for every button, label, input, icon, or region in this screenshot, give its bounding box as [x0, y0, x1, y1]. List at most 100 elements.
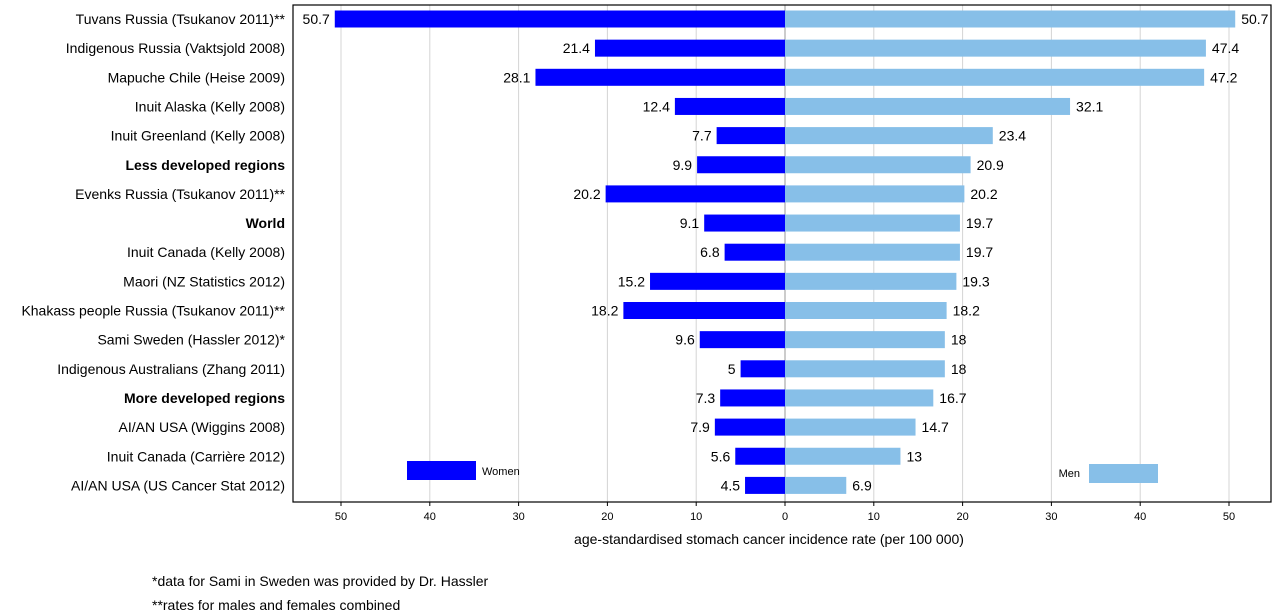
category-label: AI/AN USA (Wiggins 2008)	[118, 419, 285, 435]
category-label: Tuvans Russia (Tsukanov 2011)**	[76, 11, 286, 27]
women-value-label: 6.8	[700, 244, 720, 260]
women-value-label: 20.2	[573, 186, 600, 202]
x-tick-label: 10	[868, 511, 880, 523]
women-bar	[334, 10, 785, 28]
x-axis-ticks: 50 40 30 20 10 0 10 20 30 40 50	[335, 502, 1235, 523]
x-tick-label: 10	[690, 511, 702, 523]
women-bar	[605, 185, 785, 203]
women-value-label: 21.4	[563, 40, 590, 56]
women-bar	[735, 447, 785, 465]
footnote-combined-rates: **rates for males and females combined	[152, 597, 401, 613]
category-label: Mapuche Chile (Heise 2009)	[108, 69, 285, 85]
legend: Women Men	[407, 461, 1158, 483]
women-value-label: 9.6	[675, 332, 695, 348]
x-tick-label: 40	[424, 511, 436, 523]
women-value-label: 18.2	[591, 303, 618, 319]
men-bar	[785, 68, 1205, 86]
men-bar	[785, 331, 945, 349]
men-value-label: 47.4	[1212, 40, 1239, 56]
women-bar	[699, 331, 785, 349]
men-value-label: 13	[906, 448, 922, 464]
women-bar	[704, 214, 785, 232]
x-tick-label: 40	[1134, 511, 1146, 523]
men-value-label: 18.2	[953, 303, 980, 319]
legend-women-label: Women	[482, 466, 520, 478]
men-bar	[785, 418, 916, 436]
x-axis-title: age-standardised stomach cancer incidenc…	[574, 531, 964, 547]
legend-women-swatch	[407, 461, 476, 480]
women-bar	[697, 156, 785, 174]
men-value-label: 32.1	[1076, 98, 1103, 114]
x-tick-label: 0	[782, 511, 788, 523]
men-value-label: 14.7	[922, 419, 949, 435]
men-bar	[785, 97, 1071, 115]
men-value-label: 20.2	[970, 186, 997, 202]
men-bar	[785, 389, 934, 407]
category-label: Inuit Canada (Kelly 2008)	[127, 244, 285, 260]
x-tick-label: 30	[512, 511, 524, 523]
men-bar	[785, 10, 1236, 28]
category-label: Inuit Canada (Carrière 2012)	[107, 448, 285, 464]
category-label: Indigenous Russia (Vaktsjold 2008)	[66, 40, 285, 56]
men-bar	[785, 360, 945, 378]
men-bar	[785, 127, 993, 145]
men-value-label: 19.7	[966, 244, 993, 260]
women-value-label: 7.9	[690, 419, 710, 435]
men-value-label: 19.3	[962, 273, 989, 289]
value-labels: 50.7 50.7 21.4 47.4 28.1 47.2 12.4 32.1 7.7 23.4 9…	[303, 11, 1269, 493]
women-bar	[720, 389, 785, 407]
category-label: Inuit Alaska (Kelly 2008)	[135, 98, 285, 114]
bars	[334, 10, 1236, 494]
category-label: World	[246, 215, 285, 231]
men-value-label: 19.7	[966, 215, 993, 231]
category-label: More developed regions	[124, 390, 285, 406]
legend-men-label: Men	[1059, 468, 1080, 480]
men-bar	[785, 156, 971, 174]
x-tick-label: 50	[335, 511, 347, 523]
men-value-label: 18	[951, 361, 967, 377]
category-label: AI/AN USA (US Cancer Stat 2012)	[71, 477, 285, 493]
women-value-label: 50.7	[303, 11, 330, 27]
men-bar	[785, 476, 847, 494]
footnote-sami: *data for Sami in Sweden was provided by…	[152, 573, 489, 589]
category-label: Khakass people Russia (Tsukanov 2011)**	[21, 303, 285, 319]
women-value-label: 28.1	[503, 69, 530, 85]
men-bar	[785, 185, 965, 203]
women-bar	[745, 476, 785, 494]
category-label: Evenks Russia (Tsukanov 2011)**	[75, 186, 285, 202]
women-bar	[594, 39, 785, 57]
women-value-label: 12.4	[643, 98, 670, 114]
men-bar	[785, 214, 960, 232]
x-tick-label: 20	[956, 511, 968, 523]
category-label: Indigenous Australians (Zhang 2011)	[57, 361, 285, 377]
category-labels: Tuvans Russia (Tsukanov 2011)** Indigenou…	[21, 11, 285, 493]
women-bar	[650, 272, 785, 290]
plot-frame	[292, 4, 1272, 503]
x-tick-label: 50	[1223, 511, 1235, 523]
men-value-label: 20.9	[977, 157, 1004, 173]
women-bar	[716, 127, 785, 145]
legend-men-swatch	[1089, 464, 1158, 483]
men-bar	[785, 243, 960, 261]
women-bar	[724, 243, 785, 261]
women-bar	[674, 97, 785, 115]
women-bar	[623, 302, 785, 319]
women-bar	[535, 68, 785, 86]
men-value-label: 23.4	[999, 128, 1026, 144]
women-value-label: 9.9	[673, 157, 693, 173]
women-bar	[714, 418, 785, 436]
category-label: Sami Sweden (Hassler 2012)*	[97, 332, 285, 348]
category-label: Less developed regions	[126, 157, 286, 173]
category-label: Maori (NZ Statistics 2012)	[123, 273, 285, 289]
men-value-label: 50.7	[1241, 11, 1268, 27]
men-value-label: 6.9	[852, 477, 872, 493]
men-value-label: 16.7	[939, 390, 966, 406]
category-label: Inuit Greenland (Kelly 2008)	[111, 128, 285, 144]
women-bar	[740, 360, 785, 378]
men-bar	[785, 39, 1206, 57]
x-tick-label: 30	[1045, 511, 1057, 523]
women-value-label: 9.1	[680, 215, 700, 231]
women-value-label: 15.2	[618, 273, 645, 289]
x-tick-label: 20	[601, 511, 613, 523]
